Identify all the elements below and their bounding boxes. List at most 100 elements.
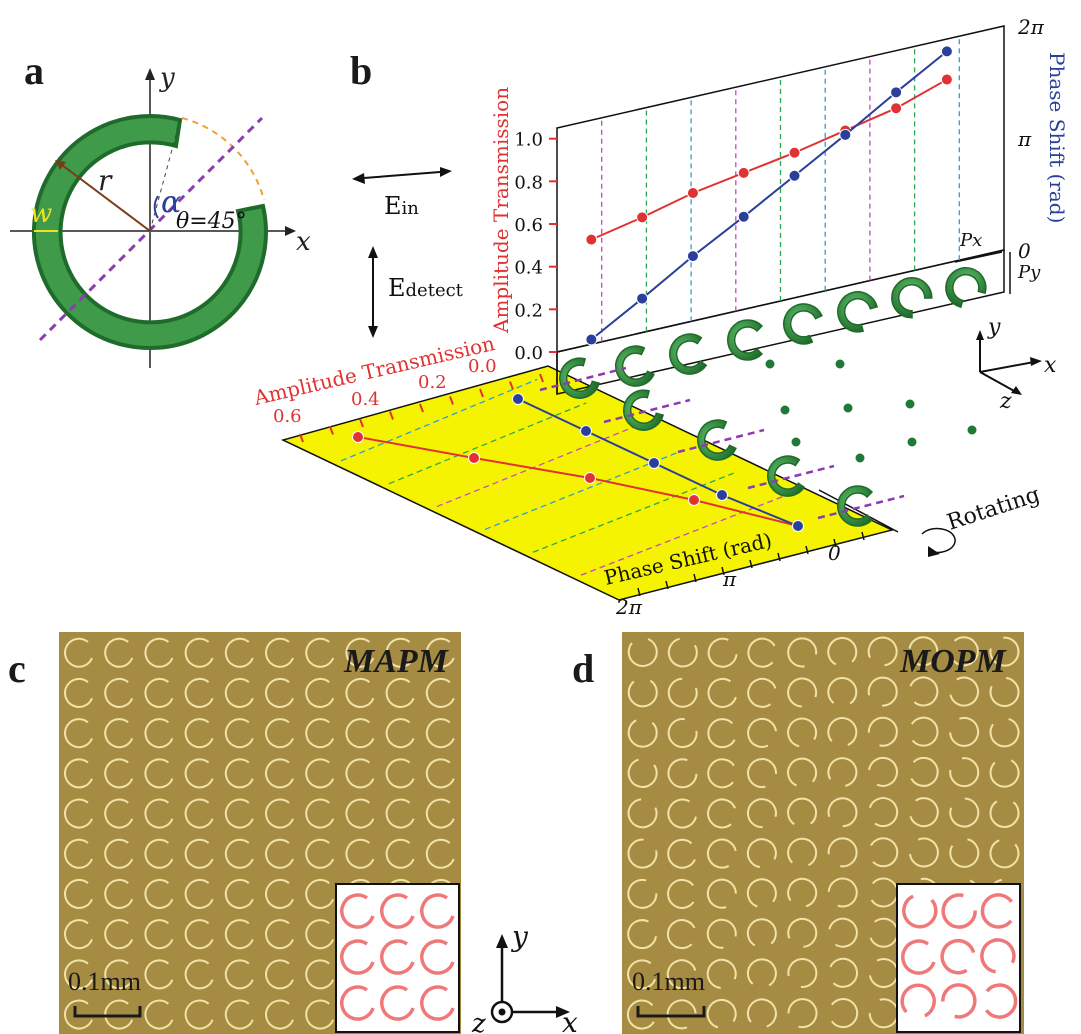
micro-ring (64, 758, 93, 789)
micro-ring-arc (224, 838, 254, 869)
array-dot (843, 403, 853, 413)
d-scale-label: 0.1mm (632, 967, 705, 996)
micro-ring-arc (104, 878, 134, 909)
micro-ring (868, 998, 899, 1029)
phase-point (686, 250, 699, 263)
micro-ring (144, 878, 174, 909)
micro-ring-arc (706, 958, 737, 989)
micro-ring-arc (104, 838, 134, 869)
hchart-xtick-label: 0.2 (418, 372, 447, 393)
micro-ring-arc (867, 716, 898, 747)
b-axes-x-label: x (1044, 353, 1057, 378)
micro-ring (627, 638, 658, 667)
micro-ring-arc (265, 999, 294, 1030)
vchart-ytick-label: 0.8 (514, 172, 543, 193)
micro-ring (144, 999, 174, 1030)
inset-ring-arc (902, 894, 938, 929)
micro-ring-arc (104, 637, 134, 668)
micro-ring-arc (224, 999, 254, 1030)
vchart-ytick-label: 0.6 (514, 215, 543, 236)
cd-z-label: z (471, 1009, 486, 1034)
micro-ring-arc (144, 838, 174, 869)
hchart-ytick (833, 538, 837, 548)
plane-phase-point (648, 457, 660, 469)
micro-ring (64, 798, 93, 829)
amplitude-point (636, 211, 649, 224)
micro-ring (831, 998, 859, 1029)
hchart-ytick (665, 580, 669, 590)
micro-ring-arc (425, 637, 455, 668)
micro-ring-arc (345, 637, 375, 668)
hchart-ytick-label: π (722, 567, 737, 591)
b-y-arrowhead (976, 330, 984, 340)
inset-ring (380, 939, 415, 975)
plane-ring (766, 455, 806, 497)
cd-axes: y z x (471, 920, 578, 1034)
micro-ring (627, 758, 658, 788)
plane-ring (696, 419, 737, 461)
micro-ring (868, 797, 899, 828)
micro-ring (827, 877, 858, 908)
micro-ring-arc (104, 959, 134, 990)
micro-ring-arc (787, 637, 818, 668)
micro-ring (224, 959, 254, 990)
micro-ring-arc (666, 999, 697, 1030)
inset-ring-arc (900, 983, 936, 1018)
micro-ring-arc (64, 637, 93, 668)
micro-ring-arc (746, 998, 777, 1028)
panel-c-letter: c (8, 646, 26, 691)
panel-d-letter: d (572, 646, 594, 691)
b-ring-array (539, 267, 987, 527)
micro-ring (827, 837, 858, 868)
micro-ring-arc (707, 838, 737, 869)
micro-ring-arc (345, 798, 375, 829)
micro-ring (949, 838, 980, 868)
micro-ring-arc (868, 998, 899, 1029)
micro-ring (910, 756, 939, 787)
micro-ring (828, 917, 858, 948)
micro-ring-arc (787, 998, 818, 1029)
micro-ring-arc (64, 758, 93, 789)
array-dot (765, 359, 775, 369)
micro-ring-arc (949, 716, 980, 747)
micro-ring (627, 878, 658, 909)
micro-ring (64, 718, 93, 749)
micro-ring-arc (827, 757, 858, 787)
micro-ring-arc (64, 718, 93, 749)
a-x-label: x (296, 227, 311, 257)
plane-amplitude-point (688, 494, 700, 506)
micro-ring (706, 998, 737, 1029)
micro-ring (305, 878, 335, 909)
micro-ring (949, 676, 979, 707)
a-radius-label: r (98, 164, 113, 197)
micro-ring (707, 838, 737, 869)
inset-ring-arc (985, 983, 1018, 1019)
hchart-gridline (532, 472, 734, 553)
micro-ring-arc (385, 798, 415, 829)
vchart-ytick-label: 1.0 (514, 130, 543, 151)
inset-ring-arc (340, 893, 375, 929)
inset-ring-arc (901, 939, 936, 975)
inset-ring-arc (980, 938, 1016, 974)
amplitude-point (788, 146, 801, 159)
micro-ring (787, 717, 818, 748)
micro-ring-arc (184, 919, 214, 950)
plane-phase-point (716, 489, 728, 501)
micro-ring-arc (104, 919, 134, 950)
micro-ring-arc (265, 919, 294, 950)
micro-ring-arc (64, 798, 93, 829)
micro-ring (950, 636, 979, 667)
micro-ring (989, 759, 1020, 788)
d-title: MOPM (899, 643, 1008, 680)
inset-ring (420, 893, 455, 929)
micro-ring-arc (265, 878, 294, 909)
micro-ring-arc (949, 676, 979, 707)
c-scale-label: 0.1mm (68, 967, 141, 996)
micro-ring-arc (949, 797, 980, 828)
micro-ring-arc (627, 838, 658, 869)
amplitude-point (940, 73, 953, 86)
micro-ring-arc (787, 877, 818, 908)
c-inset-rings (340, 893, 455, 1021)
micro-ring-arc (667, 798, 697, 829)
micro-ring-arc (224, 878, 254, 909)
